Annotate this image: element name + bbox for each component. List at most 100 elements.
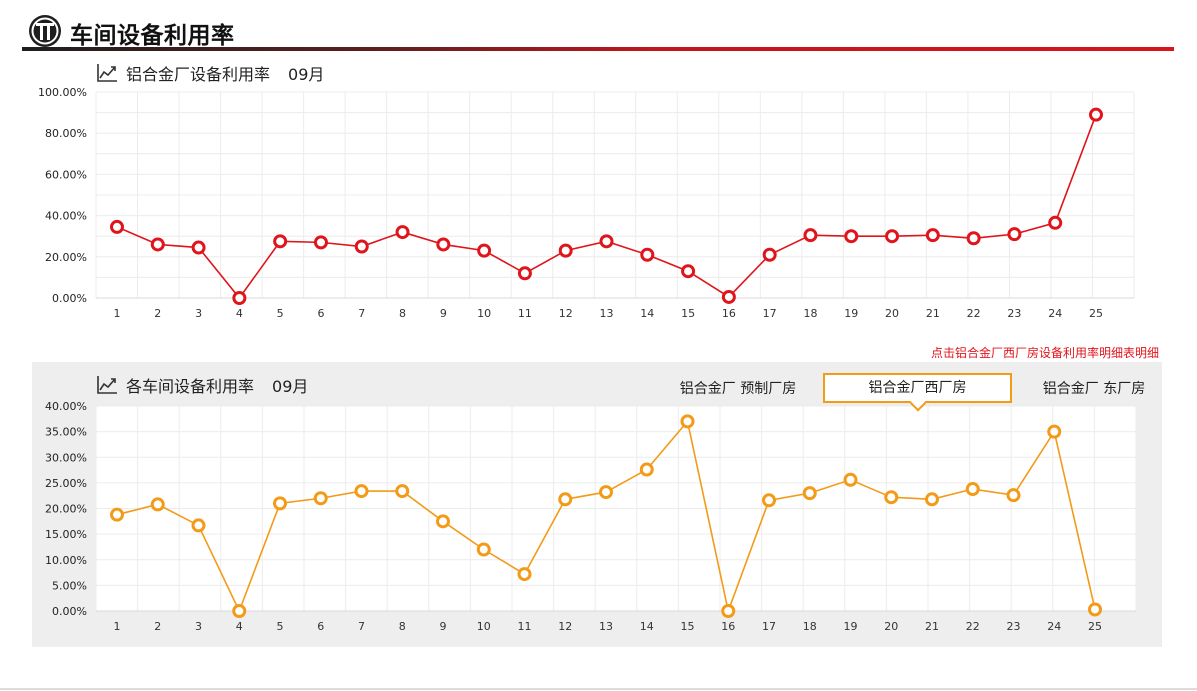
x-tick-label: 11 bbox=[518, 620, 532, 633]
data-point[interactable] bbox=[313, 491, 328, 506]
data-point[interactable] bbox=[110, 507, 124, 522]
data-point[interactable] bbox=[150, 237, 165, 252]
data-point[interactable] bbox=[599, 485, 613, 500]
x-tick-label: 4 bbox=[236, 307, 243, 320]
data-point[interactable] bbox=[639, 462, 654, 477]
data-point[interactable] bbox=[232, 291, 247, 305]
data-point[interactable] bbox=[762, 247, 777, 262]
data-point[interactable] bbox=[395, 225, 410, 240]
data-point[interactable] bbox=[843, 472, 858, 487]
data-point[interactable] bbox=[965, 482, 980, 497]
data-point[interactable] bbox=[925, 492, 939, 507]
data-point[interactable] bbox=[762, 493, 776, 508]
data-point[interactable] bbox=[802, 486, 817, 501]
data-point[interactable] bbox=[395, 484, 410, 499]
x-tick-label: 19 bbox=[844, 307, 858, 320]
data-point[interactable] bbox=[476, 542, 491, 557]
data-point[interactable] bbox=[640, 247, 655, 262]
data-point[interactable] bbox=[721, 289, 736, 304]
data-point[interactable] bbox=[599, 234, 614, 249]
x-tick-label: 14 bbox=[640, 620, 654, 633]
x-tick-label: 18 bbox=[803, 620, 817, 633]
data-point[interactable] bbox=[436, 514, 450, 529]
x-tick-label: 25 bbox=[1089, 307, 1103, 320]
y-tick-label: 0.00% bbox=[52, 605, 87, 618]
data-point[interactable] bbox=[1048, 215, 1063, 230]
data-point[interactable] bbox=[354, 484, 369, 499]
x-tick-label: 15 bbox=[681, 307, 695, 320]
data-point[interactable] bbox=[1006, 488, 1021, 503]
data-point[interactable] bbox=[436, 237, 451, 252]
bottom-chart-month: 09月 bbox=[272, 377, 309, 396]
y-tick-label: 60.00% bbox=[45, 168, 87, 181]
gauge-logo-icon bbox=[29, 15, 61, 47]
x-tick-label: 5 bbox=[277, 307, 284, 320]
x-tick-label: 2 bbox=[154, 620, 161, 633]
data-point[interactable] bbox=[966, 231, 981, 246]
data-point[interactable] bbox=[150, 497, 165, 512]
data-point[interactable] bbox=[721, 604, 736, 618]
data-point[interactable] bbox=[273, 234, 288, 249]
top-line-chart: 0.00%20.00%40.00%60.00%80.00%100.00%1 2 3 4… bbox=[38, 86, 1135, 320]
x-tick-label: 15 bbox=[681, 620, 695, 633]
x-tick-label: 5 bbox=[277, 620, 284, 633]
data-point[interactable] bbox=[884, 490, 899, 505]
y-tick-label: 20.00% bbox=[45, 503, 87, 516]
tab-label: 铝合金厂 预制厂房 bbox=[679, 381, 797, 397]
tab-east-workshop[interactable]: 铝合金厂 东厂房 bbox=[1030, 375, 1158, 403]
tab-west-workshop[interactable]: 铝合金厂西厂房 bbox=[823, 373, 1012, 412]
tab-prefab-workshop[interactable]: 铝合金厂 预制厂房 bbox=[668, 375, 808, 403]
data-point[interactable] bbox=[1088, 602, 1102, 617]
x-tick-label: 7 bbox=[358, 620, 365, 633]
bottom-chart-title-text: 各车间设备利用率 bbox=[126, 377, 255, 396]
detail-table-link[interactable]: 点击铝合金厂西厂房设备利用率明细表明细 bbox=[930, 346, 1159, 360]
x-tick-label: 16 bbox=[721, 620, 735, 633]
x-tick-label: 24 bbox=[1048, 307, 1062, 320]
data-point[interactable] bbox=[517, 567, 532, 582]
data-point[interactable] bbox=[1007, 227, 1022, 242]
data-point[interactable] bbox=[803, 228, 818, 243]
x-tick-label: 24 bbox=[1047, 620, 1061, 633]
data-point[interactable] bbox=[558, 243, 573, 258]
top-chart-month: 09月 bbox=[288, 65, 325, 84]
data-point[interactable] bbox=[681, 264, 696, 279]
x-tick-label: 25 bbox=[1088, 620, 1102, 633]
data-point[interactable] bbox=[191, 518, 206, 533]
tab-label: 铝合金厂西厂房 bbox=[868, 380, 967, 396]
data-point[interactable] bbox=[191, 240, 206, 255]
y-tick-label: 10.00% bbox=[45, 554, 87, 567]
y-tick-label: 5.00% bbox=[52, 579, 87, 592]
x-tick-label: 23 bbox=[1007, 620, 1021, 633]
x-tick-label: 1 bbox=[114, 307, 121, 320]
x-tick-label: 13 bbox=[599, 620, 613, 633]
bottom-chart-title: 各车间设备利用率 09月 bbox=[96, 373, 308, 397]
data-point[interactable] bbox=[558, 492, 573, 507]
data-point[interactable] bbox=[273, 496, 287, 511]
data-point[interactable] bbox=[110, 219, 124, 234]
data-point[interactable] bbox=[313, 235, 328, 250]
data-point[interactable] bbox=[925, 228, 940, 243]
footer-divider bbox=[0, 688, 1197, 690]
y-tick-label: 40.00% bbox=[45, 400, 87, 413]
data-point[interactable] bbox=[680, 414, 695, 429]
x-tick-label: 11 bbox=[518, 307, 532, 320]
x-tick-label: 19 bbox=[844, 620, 858, 633]
data-point[interactable] bbox=[232, 604, 247, 618]
data-point[interactable] bbox=[477, 243, 492, 258]
x-tick-label: 20 bbox=[884, 620, 898, 633]
x-tick-label: 8 bbox=[399, 307, 406, 320]
data-point[interactable] bbox=[844, 229, 859, 244]
data-point[interactable] bbox=[1089, 107, 1103, 122]
bottom-chart-panel: 各车间设备利用率 09月 0.00% 5.00% 10.00% 15.00% 20.00… bbox=[32, 362, 1162, 647]
y-tick-label: 35.00% bbox=[45, 426, 87, 439]
line-chart-icon bbox=[97, 376, 117, 394]
data-point[interactable] bbox=[354, 239, 369, 254]
data-point[interactable] bbox=[885, 229, 900, 244]
x-tick-label: 3 bbox=[195, 307, 202, 320]
tab-label: 铝合金厂 东厂房 bbox=[1042, 381, 1146, 397]
data-point[interactable] bbox=[1047, 424, 1062, 439]
y-tick-label: 30.00% bbox=[45, 451, 87, 464]
y-tick-label: 15.00% bbox=[45, 528, 87, 541]
data-point[interactable] bbox=[517, 266, 532, 281]
x-tick-label: 22 bbox=[967, 307, 981, 320]
